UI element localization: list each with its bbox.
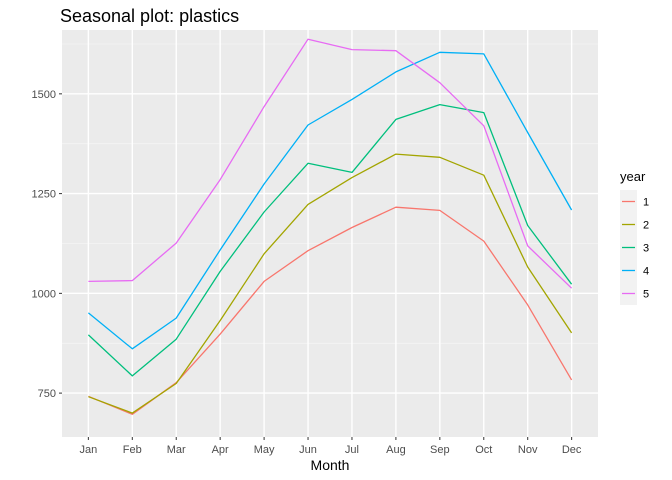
y-tick-label: 1000: [32, 288, 56, 300]
legend-label: 3: [643, 243, 649, 255]
y-tick-label: 1500: [32, 89, 56, 101]
series-line-year-4: [87, 51, 573, 350]
x-tick-label: Jun: [299, 444, 317, 456]
legend-title: year: [620, 169, 646, 184]
series-line-year-2: [88, 153, 573, 414]
legend: year 1 2 3 4 5: [620, 169, 649, 305]
legend-label: 4: [643, 266, 649, 278]
y-axis: 750 1000 1250 1500: [32, 89, 62, 400]
x-tick-label: Apr: [212, 444, 229, 456]
x-tick-label: May: [254, 444, 275, 456]
x-tick-label: Sep: [430, 444, 450, 456]
x-axis: Jan Feb Mar Apr May Jun Jul Aug Sep Oct Nov Dec: [79, 437, 582, 456]
series-line-year-3: [87, 103, 573, 377]
x-tick-label: Mar: [167, 444, 186, 456]
x-tick-label: Nov: [518, 444, 538, 456]
legend-label: 1: [643, 197, 649, 209]
series-line-year-5: [88, 38, 573, 289]
x-tick-label: Feb: [123, 444, 142, 456]
x-tick-label: Dec: [562, 444, 582, 456]
legend-label: 5: [643, 289, 649, 301]
grid-major: [62, 30, 598, 437]
y-tick-label: 750: [38, 388, 56, 400]
x-tick-label: Jul: [345, 444, 359, 456]
plot-panel: [62, 30, 598, 437]
x-tick-label: Oct: [475, 444, 492, 456]
x-tick-label: Aug: [386, 444, 406, 456]
y-tick-label: 1250: [32, 189, 56, 201]
chart-title: Seasonal plot: plastics: [60, 6, 239, 26]
series-lines: [87, 38, 573, 415]
legend-label: 2: [643, 220, 649, 232]
x-tick-label: Jan: [79, 444, 97, 456]
x-axis-title: Month: [311, 457, 350, 473]
